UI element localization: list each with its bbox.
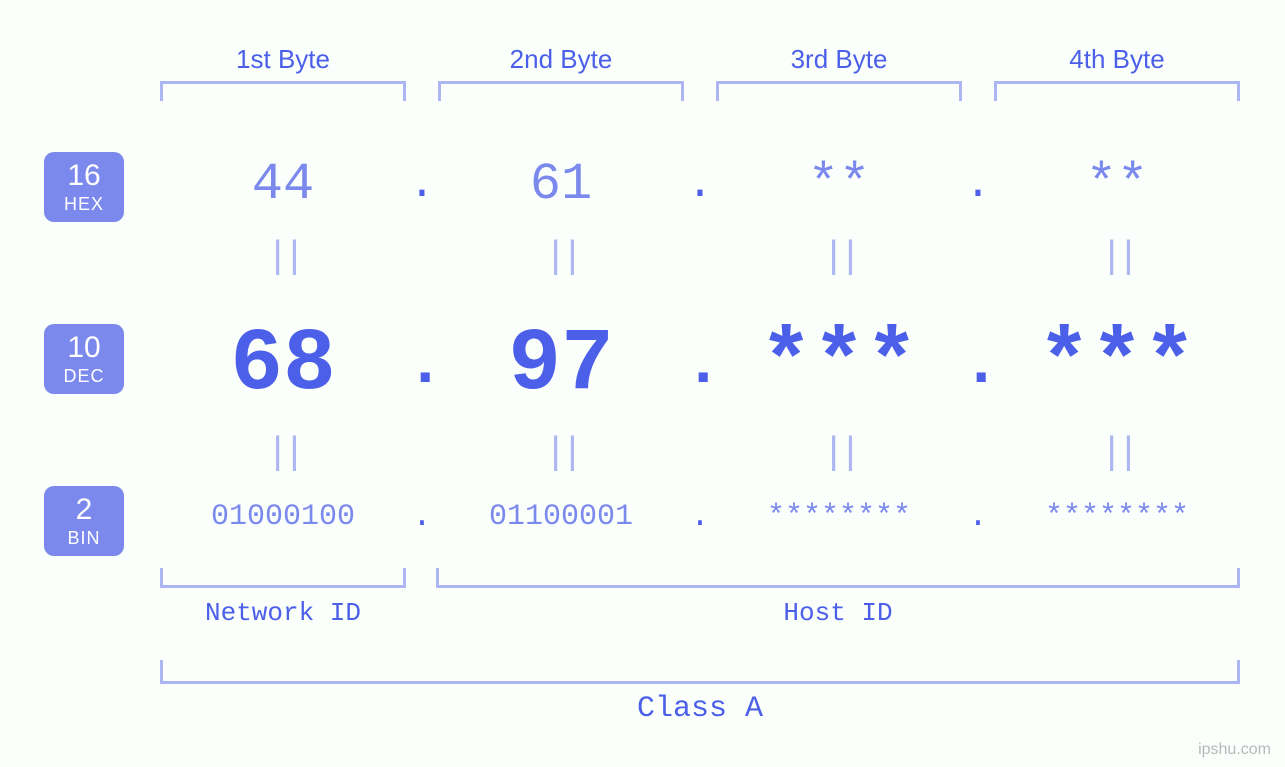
eq-2-4: || <box>994 432 1240 475</box>
class-bracket <box>160 660 1240 684</box>
dec-byte-3: *** <box>716 316 962 415</box>
byte-headers-row: 1st Byte 2nd Byte 3rd Byte 4th Byte <box>160 44 1240 101</box>
hex-sep-2: . <box>684 160 716 210</box>
dec-sep-1: . <box>406 330 438 402</box>
byte-header-3: 3rd Byte <box>716 44 962 101</box>
byte-bracket-top-4 <box>994 81 1240 101</box>
equals-row-dec-bin: || || || || <box>160 432 1240 475</box>
byte-header-4-label: 4th Byte <box>994 44 1240 75</box>
hex-row: 44 . 61 . ** . ** <box>160 155 1240 214</box>
badge-bin-sub: BIN <box>67 529 100 547</box>
byte-bracket-top-3 <box>716 81 962 101</box>
dec-sep-3: . <box>962 330 994 402</box>
bin-sep-1: . <box>406 498 438 535</box>
bin-byte-3: ******** <box>716 500 962 534</box>
hex-byte-3: ** <box>716 155 962 214</box>
hex-byte-1: 44 <box>160 155 406 214</box>
dec-sep-2: . <box>684 330 716 402</box>
id-brackets-row: Network ID Host ID <box>160 568 1240 628</box>
byte-header-2-label: 2nd Byte <box>438 44 684 75</box>
bin-byte-1: 01000100 <box>160 500 406 534</box>
eq-2-1: || <box>160 432 406 475</box>
byte-header-4: 4th Byte <box>994 44 1240 101</box>
class-label: Class A <box>160 692 1240 726</box>
byte-header-1: 1st Byte <box>160 44 406 101</box>
watermark: ipshu.com <box>1198 741 1271 759</box>
bin-row: 01000100 . 01100001 . ******** . *******… <box>160 498 1240 535</box>
eq-2-2: || <box>438 432 684 475</box>
dec-byte-1: 68 <box>160 316 406 415</box>
dec-byte-4: *** <box>994 316 1240 415</box>
byte-header-2: 2nd Byte <box>438 44 684 101</box>
badge-hex-sub: HEX <box>64 195 104 213</box>
bin-byte-2: 01100001 <box>438 500 684 534</box>
badge-hex-num: 16 <box>67 161 100 191</box>
equals-row-hex-dec: || || || || <box>160 236 1240 279</box>
ip-bytes-diagram: 1st Byte 2nd Byte 3rd Byte 4th Byte 16 H… <box>0 0 1285 767</box>
badge-dec-sub: DEC <box>63 367 104 385</box>
host-id-group: Host ID <box>436 568 1240 628</box>
eq-1-1: || <box>160 236 406 279</box>
eq-2-3: || <box>716 432 962 475</box>
eq-1-3: || <box>716 236 962 279</box>
bin-byte-4: ******** <box>994 500 1240 534</box>
host-id-bracket <box>436 568 1240 588</box>
eq-1-2: || <box>438 236 684 279</box>
host-id-label: Host ID <box>436 598 1240 628</box>
badge-dec-num: 10 <box>67 333 100 363</box>
dec-row: 68 . 97 . *** . *** <box>160 316 1240 415</box>
badge-bin-num: 2 <box>76 495 93 525</box>
hex-sep-3: . <box>962 160 994 210</box>
byte-header-3-label: 3rd Byte <box>716 44 962 75</box>
bin-sep-2: . <box>684 498 716 535</box>
network-id-bracket <box>160 568 406 588</box>
byte-bracket-top-2 <box>438 81 684 101</box>
hex-sep-1: . <box>406 160 438 210</box>
class-group: Class A <box>160 660 1240 726</box>
dec-byte-2: 97 <box>438 316 684 415</box>
hex-byte-2: 61 <box>438 155 684 214</box>
badge-dec: 10 DEC <box>44 324 124 394</box>
bin-sep-3: . <box>962 498 994 535</box>
byte-bracket-top-1 <box>160 81 406 101</box>
network-id-label: Network ID <box>160 598 406 628</box>
eq-1-4: || <box>994 236 1240 279</box>
hex-byte-4: ** <box>994 155 1240 214</box>
byte-header-1-label: 1st Byte <box>160 44 406 75</box>
badge-bin: 2 BIN <box>44 486 124 556</box>
badge-hex: 16 HEX <box>44 152 124 222</box>
network-id-group: Network ID <box>160 568 406 628</box>
